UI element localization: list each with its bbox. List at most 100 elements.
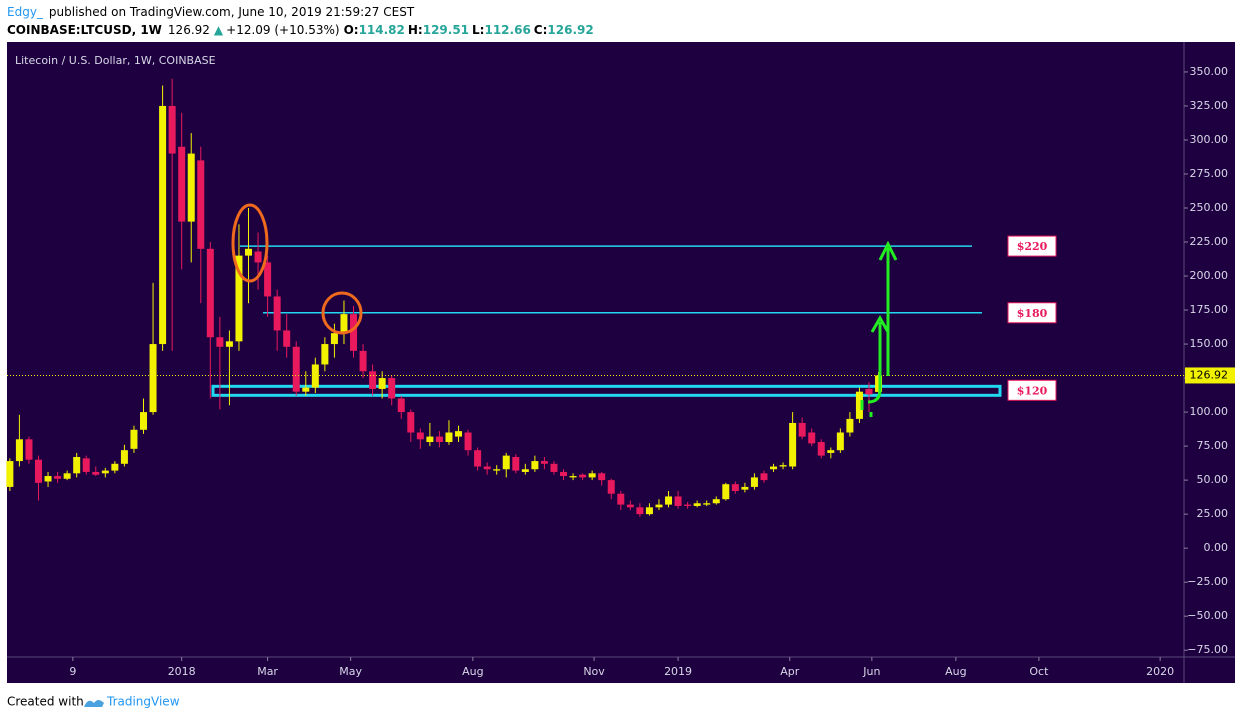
candle-body xyxy=(350,314,358,351)
candle-body xyxy=(636,507,644,515)
x-tick-label: Apr xyxy=(780,665,800,678)
l: 112.66 xyxy=(484,23,530,37)
author: Edgy_ xyxy=(7,5,44,19)
candle-body xyxy=(560,471,568,477)
x-tick-label: Oct xyxy=(1029,665,1049,678)
footer-created: Created with xyxy=(7,695,84,709)
candle-body xyxy=(140,412,148,430)
candle-body xyxy=(359,350,367,372)
level-box xyxy=(1007,379,1057,401)
x-tick-label: Aug xyxy=(945,665,966,678)
candle-body xyxy=(579,474,587,478)
y-tick-label: −50.00 xyxy=(1187,609,1228,622)
y-tick-label: −75.00 xyxy=(1187,643,1228,656)
candle-body xyxy=(378,378,386,389)
symbol-line: COINBASE:LTCUSD, 1W 126.92 ▲ +12.09 (+10.53… xyxy=(7,23,594,37)
candle-body xyxy=(712,499,720,504)
candle-body xyxy=(855,391,863,419)
price-tag: 126.92 xyxy=(1190,368,1229,381)
candle-body xyxy=(302,387,310,392)
c: 126.92 xyxy=(547,23,593,37)
candle-body xyxy=(464,432,472,451)
candle-body xyxy=(187,153,195,222)
candle-body xyxy=(817,442,825,456)
level-label: $180 xyxy=(1017,307,1048,320)
candle-body xyxy=(665,496,673,505)
candle-body xyxy=(292,346,300,392)
candle-body xyxy=(101,470,109,474)
candle-body xyxy=(130,429,138,449)
candle-body xyxy=(388,378,396,399)
candle-body xyxy=(25,439,33,460)
candle-body xyxy=(149,344,157,413)
candle-body xyxy=(865,388,873,395)
candle-body xyxy=(607,480,615,494)
arrow-180 xyxy=(867,314,890,404)
level-box xyxy=(1007,235,1057,257)
candle-body xyxy=(550,463,558,472)
candle-body xyxy=(426,436,434,443)
candle-body xyxy=(483,466,491,470)
candle-body xyxy=(225,341,233,347)
y-tick-label: 100.00 xyxy=(1190,405,1229,418)
candle-body xyxy=(789,422,797,467)
y-tick-label: 350.00 xyxy=(1190,65,1229,78)
candle-body xyxy=(435,436,443,443)
candle-body xyxy=(598,473,606,481)
x-tick-label: 2019 xyxy=(664,665,692,678)
candle-body xyxy=(455,431,463,437)
candle-body xyxy=(626,504,634,508)
candle-body xyxy=(197,160,205,249)
o: 114.82 xyxy=(359,23,405,37)
candle-body xyxy=(397,398,405,413)
candle-body xyxy=(722,484,730,500)
candle-body xyxy=(54,476,62,479)
candle-body xyxy=(235,255,243,342)
footer-brand: TradingView xyxy=(106,695,180,709)
l-label: L: xyxy=(472,23,484,37)
chart-title: Litecoin / U.S. Dollar, 1W, COINBASE xyxy=(15,54,216,67)
candle-body xyxy=(92,471,100,475)
candle-body xyxy=(674,496,682,506)
candle-body xyxy=(760,473,768,481)
candle-body xyxy=(311,364,319,388)
last: 126.92 xyxy=(168,23,210,37)
candle-body xyxy=(264,262,272,297)
candle-body xyxy=(82,458,90,472)
candle-body xyxy=(779,465,787,467)
x-tick-label: 9 xyxy=(69,665,76,678)
price-tag-bg xyxy=(1185,367,1235,384)
y-tick-label: 250.00 xyxy=(1190,201,1229,214)
h: 129.51 xyxy=(423,23,469,37)
candle-body xyxy=(369,371,377,389)
candle-body xyxy=(159,105,167,345)
y-tick-label: 150.00 xyxy=(1190,337,1229,350)
highlight-ellipse xyxy=(231,203,269,283)
candle-body xyxy=(6,461,14,487)
candle-body xyxy=(493,469,501,471)
candle-body xyxy=(836,432,844,451)
candle-body xyxy=(798,422,806,437)
header-line: Edgy_ published on TradingView.com, June … xyxy=(7,5,415,19)
level-zone xyxy=(211,384,1002,397)
highlight-ellipse xyxy=(321,291,363,335)
candle-body xyxy=(321,344,329,365)
y-tick-label: 275.00 xyxy=(1190,167,1229,180)
candle-body xyxy=(15,439,23,462)
candle-body xyxy=(416,432,424,440)
candle-body xyxy=(474,450,482,467)
level-label: $220 xyxy=(1017,240,1048,253)
candle-body xyxy=(531,461,539,470)
change: +12.09 (+10.53%) xyxy=(226,23,339,37)
o-label: O: xyxy=(344,23,359,37)
candle-body xyxy=(35,459,43,483)
y-tick-label: 75.00 xyxy=(1197,439,1229,452)
h-label: H: xyxy=(408,23,423,37)
candle-body xyxy=(731,484,739,492)
candle-body xyxy=(750,477,758,487)
x-tick-label: May xyxy=(339,665,362,678)
y-tick-label: 225.00 xyxy=(1190,235,1229,248)
candle-body xyxy=(770,466,778,470)
candle-body xyxy=(827,450,835,453)
y-tick-label: 300.00 xyxy=(1190,133,1229,146)
